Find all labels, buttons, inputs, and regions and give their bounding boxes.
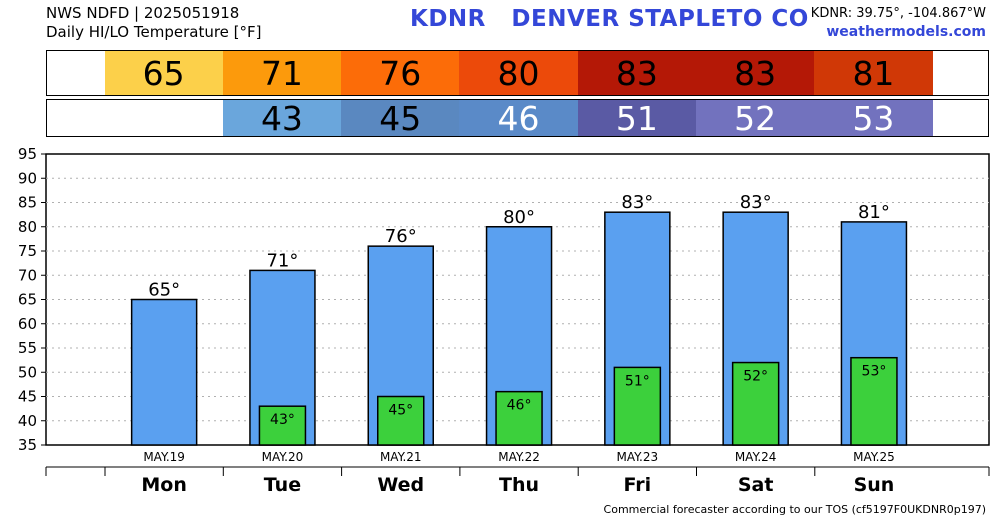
date-label: MAY.25 bbox=[853, 450, 895, 464]
low-bar-wed bbox=[377, 395, 425, 446]
footer-note: Commercial forecaster according to our T… bbox=[603, 503, 986, 516]
high-bar-label: 83° bbox=[621, 192, 653, 213]
model-run-label: NWS NDFD | 2025051918 bbox=[46, 4, 240, 22]
low-bar-sat bbox=[731, 361, 780, 446]
low-bar-label: 45° bbox=[388, 403, 413, 419]
day-label: Mon bbox=[141, 474, 187, 496]
low-cell-thu: 46 bbox=[459, 99, 578, 138]
low-cell-fri: 51 bbox=[577, 99, 696, 138]
high-cell-sat: 83 bbox=[696, 51, 815, 95]
low-bar-label: 53° bbox=[862, 364, 887, 380]
high-cell-fri: 83 bbox=[577, 51, 696, 95]
low-cell-tue: 43 bbox=[222, 99, 342, 138]
low-bar-fri bbox=[613, 366, 662, 446]
y-tick-label: 60 bbox=[18, 315, 37, 333]
chart-header-left: NWS NDFD | 2025051918 Daily HI/LO Temper… bbox=[46, 4, 262, 42]
date-label: MAY.24 bbox=[735, 450, 777, 464]
y-tick-label: 85 bbox=[18, 194, 37, 212]
high-temperature-strip: 65 71 76 80 83 83 81 bbox=[46, 50, 989, 96]
site-link[interactable]: weathermodels.com bbox=[826, 24, 986, 40]
high-cell-tue: 71 bbox=[222, 51, 342, 95]
high-cell-sun: 81 bbox=[814, 51, 933, 95]
y-tick-label: 65 bbox=[18, 291, 37, 309]
chart-subtitle: Daily HI/LO Temperature [°F] bbox=[46, 23, 262, 41]
low-cell-wed: 45 bbox=[341, 99, 460, 138]
y-tick-label: 55 bbox=[18, 339, 37, 357]
low-bar-sun bbox=[850, 356, 898, 446]
date-label: MAY.23 bbox=[617, 450, 659, 464]
y-tick-label: 40 bbox=[18, 412, 37, 430]
high-bar-label: 76° bbox=[385, 226, 417, 247]
high-bar-label: 81° bbox=[858, 202, 890, 223]
high-bar-label: 71° bbox=[266, 250, 298, 271]
low-bar-tue bbox=[258, 405, 307, 446]
y-tick-label: 35 bbox=[18, 436, 37, 454]
y-tick-label: 45 bbox=[18, 388, 37, 406]
high-cell-wed: 76 bbox=[341, 51, 460, 95]
y-tick-label: 50 bbox=[18, 363, 37, 381]
low-bar-label: 43° bbox=[270, 412, 295, 428]
y-tick-label: 70 bbox=[18, 266, 37, 284]
low-bar-thu bbox=[495, 390, 543, 446]
day-label: Wed bbox=[377, 474, 424, 496]
station-code: KDNR bbox=[410, 6, 486, 32]
date-label: MAY.20 bbox=[262, 450, 304, 464]
day-label: Thu bbox=[499, 474, 539, 496]
low-cell-sat: 52 bbox=[696, 99, 815, 138]
y-tick-label: 90 bbox=[18, 169, 37, 187]
low-bar-label: 52° bbox=[743, 369, 768, 385]
station-coords: KDNR: 39.75°, -104.867°W bbox=[810, 6, 986, 21]
y-tick-label: 95 bbox=[18, 145, 37, 163]
high-bar-label: 65° bbox=[148, 280, 180, 301]
chart-header-right: KDNR: 39.75°, -104.867°W weathermodels.c… bbox=[811, 4, 986, 42]
day-label: Fri bbox=[624, 474, 652, 496]
station-name: DENVER STAPLETO CO bbox=[511, 6, 809, 32]
low-cell-sun: 53 bbox=[814, 99, 933, 138]
day-label: Sun bbox=[854, 474, 895, 496]
low-bar-label: 46° bbox=[507, 398, 532, 414]
high-cell-mon: 65 bbox=[104, 51, 223, 95]
high-bar-label: 83° bbox=[740, 192, 772, 213]
high-bar-label: 80° bbox=[503, 207, 535, 228]
date-label: MAY.19 bbox=[143, 450, 185, 464]
low-temperature-strip: 43 45 46 51 52 53 bbox=[46, 99, 989, 138]
date-label: MAY.21 bbox=[380, 450, 422, 464]
y-tick-label: 75 bbox=[18, 242, 37, 260]
day-label: Tue bbox=[264, 474, 301, 496]
y-tick-label: 80 bbox=[18, 218, 37, 236]
high-bar-mon bbox=[130, 298, 198, 446]
low-bar-label: 51° bbox=[625, 373, 650, 389]
date-label: MAY.22 bbox=[498, 450, 540, 464]
station-title: KDNR DENVER STAPLETO CO bbox=[410, 6, 809, 32]
high-cell-thu: 80 bbox=[459, 51, 578, 95]
day-label: Sat bbox=[738, 474, 774, 496]
